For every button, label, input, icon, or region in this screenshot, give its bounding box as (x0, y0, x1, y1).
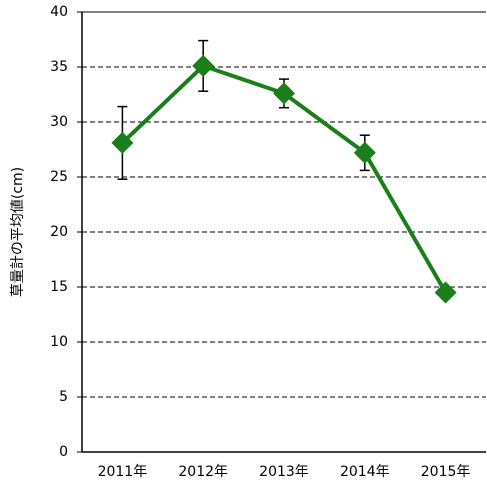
y-tick-label: 20 (50, 224, 68, 240)
y-tick-label: 30 (50, 114, 68, 130)
marker (353, 141, 376, 164)
x-tick-label: 2015年 (421, 464, 471, 480)
y-tick-label: 35 (50, 59, 68, 75)
x-tick-label: 2013年 (259, 464, 309, 480)
y-tick-label: 0 (59, 444, 68, 460)
y-tick-label: 40 (50, 4, 68, 20)
marker (434, 281, 457, 304)
x-tick-label: 2014年 (340, 464, 390, 480)
marker (111, 131, 134, 154)
y-tick-label: 10 (50, 334, 68, 350)
y-tick-label: 25 (50, 169, 68, 185)
y-tick-label: 15 (50, 279, 68, 295)
x-tick-label: 2012年 (178, 464, 228, 480)
x-tick-label: 2011年 (98, 464, 148, 480)
y-tick-label: 5 (59, 389, 68, 405)
marker (273, 82, 295, 105)
y-axis-label: 草量計の平均値(cm) (10, 167, 26, 297)
marker (192, 54, 215, 77)
